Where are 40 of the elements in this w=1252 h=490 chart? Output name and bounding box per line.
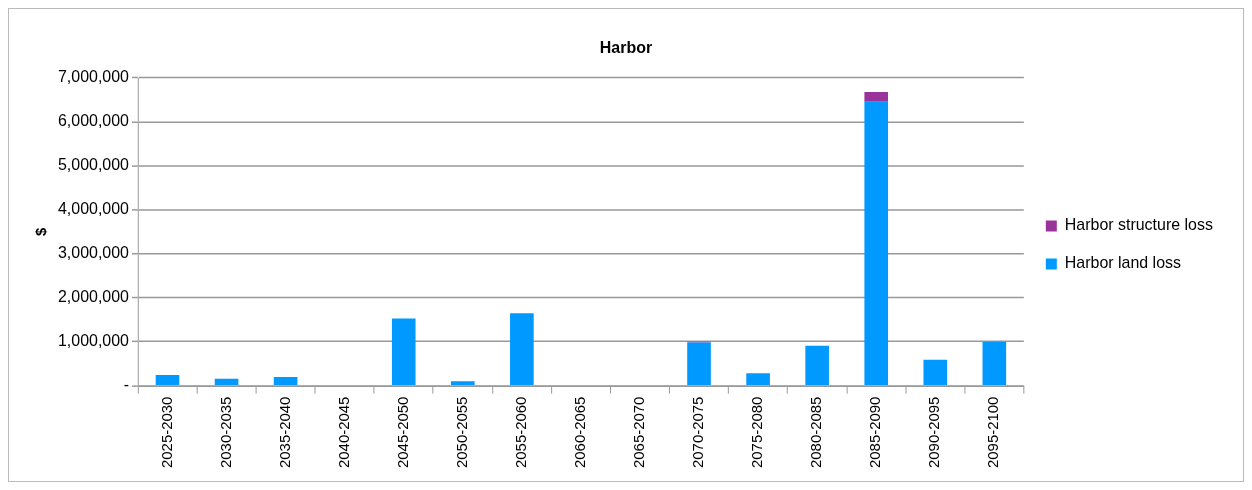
x-tick-label: 2030-2035 [216, 396, 234, 468]
chart-title: Harbor [599, 38, 653, 56]
x-tick-label: 2050-2055 [452, 396, 470, 468]
x-tick-label: 2040-2045 [334, 396, 352, 468]
y-tick-label: 1,000,000 [57, 332, 130, 350]
x-tick-label: 2080-2085 [807, 396, 825, 468]
bar [450, 381, 475, 385]
bar [864, 101, 889, 385]
x-tick-label: 2085-2090 [866, 396, 884, 468]
x-tick-label: 2070-2075 [689, 396, 707, 468]
y-tick-label: 7,000,000 [57, 68, 130, 86]
x-tick-label: 2075-2080 [748, 396, 766, 468]
y-tick-label: 3,000,000 [57, 244, 130, 262]
bar [273, 376, 298, 385]
y-tick-label: 2,000,000 [57, 288, 130, 306]
y-axis-title: $ [32, 226, 50, 236]
bar [510, 313, 534, 385]
y-tick-label: 6,000,000 [57, 112, 130, 130]
legend-label: Harbor structure loss [1064, 216, 1213, 234]
legend-label: Harbor land loss [1064, 254, 1182, 272]
y-tick-label: 4,000,000 [57, 200, 130, 218]
y-tick-label: - [123, 376, 129, 394]
x-tick-label: 2065-2070 [630, 396, 648, 468]
bar [391, 318, 416, 385]
x-tick-label: 2035-2040 [275, 396, 293, 468]
bar [687, 342, 711, 385]
x-tick-label: 2025-2030 [157, 396, 175, 468]
x-tick-label: 2095-2100 [984, 396, 1002, 468]
bar [923, 359, 948, 385]
bar [214, 378, 239, 385]
bar [982, 341, 1007, 385]
bar [805, 345, 829, 385]
bar [155, 375, 180, 385]
x-tick-label: 2090-2095 [925, 396, 943, 468]
x-tick-label: 2055-2060 [511, 396, 529, 468]
x-tick-label: 2045-2050 [393, 396, 411, 468]
bar [746, 373, 770, 385]
x-tick-label: 2060-2065 [571, 396, 589, 468]
bar [864, 91, 889, 102]
y-tick-label: 5,000,000 [57, 156, 130, 174]
